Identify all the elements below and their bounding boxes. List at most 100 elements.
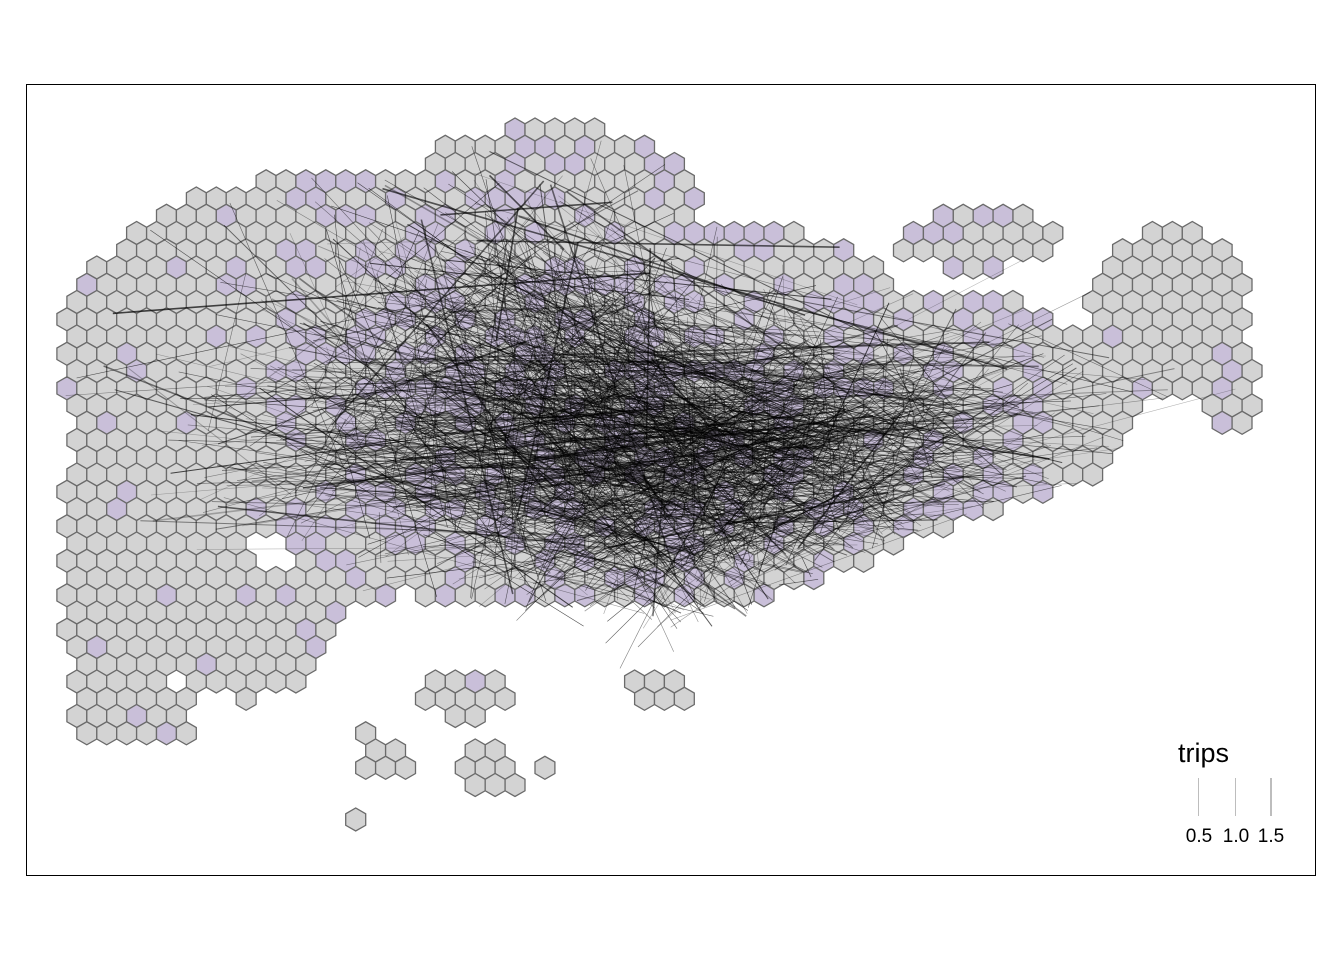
flow-line (748, 465, 798, 530)
flow-line (488, 174, 565, 251)
flow-line (344, 247, 361, 345)
flow-line (627, 519, 938, 525)
flow-line (600, 412, 869, 592)
flow-line (392, 407, 439, 497)
flow-line (448, 432, 552, 450)
hexagon-cell (345, 807, 367, 832)
flow-line (880, 412, 1055, 533)
flow-line (313, 277, 622, 342)
flow-line (320, 487, 437, 496)
flow-line (324, 401, 674, 465)
flow-line (666, 398, 866, 499)
flow-line (863, 371, 957, 399)
flow-line (491, 420, 753, 470)
flow-line (633, 471, 983, 563)
flow-line (485, 428, 715, 504)
flow-line (846, 461, 850, 467)
flow-line (251, 429, 720, 483)
flow-line (277, 367, 535, 456)
flow-line (471, 339, 781, 452)
flow-line (763, 288, 885, 546)
flow-line (515, 568, 714, 617)
flow-line (801, 556, 812, 578)
flow-line (623, 389, 788, 495)
flow-line (512, 303, 775, 500)
hexagon-cell (464, 703, 486, 729)
flow-line (371, 514, 566, 524)
flow-line (282, 361, 879, 499)
flow-line (207, 385, 702, 558)
flow-line (742, 436, 1104, 578)
flow-line (170, 413, 599, 474)
hexagon-cell (912, 238, 934, 263)
flow-line (331, 374, 681, 479)
hexagon-cell (494, 686, 516, 712)
flow-line (312, 388, 471, 411)
flow-line (606, 260, 616, 408)
flow-line (771, 468, 803, 492)
flow-line (785, 391, 794, 457)
flow-line (860, 448, 879, 496)
flow-line (415, 497, 860, 531)
flow-line (728, 296, 838, 526)
flow-line (325, 495, 566, 498)
hexagon-cell (394, 755, 417, 781)
flow-line (795, 402, 878, 409)
flow-line (663, 302, 902, 336)
flow-line (260, 299, 500, 510)
hexagon-cell (434, 583, 456, 608)
flow-line (266, 190, 639, 395)
flow-line (567, 367, 869, 380)
flow-line (642, 438, 765, 629)
flow-line (511, 334, 515, 581)
flow-line (710, 288, 771, 475)
hexagon-cell (414, 583, 437, 608)
flow-line (76, 287, 504, 379)
flow-line (900, 419, 958, 502)
flow-line (220, 282, 1111, 430)
flow-line (912, 397, 934, 451)
flow-line (533, 294, 608, 485)
hexagon-cell (265, 669, 287, 694)
flow-line (339, 260, 420, 443)
flow-line (419, 294, 485, 466)
flow-line (558, 195, 785, 370)
flow-line (506, 347, 673, 491)
flow-line (450, 311, 547, 602)
flow-line (259, 485, 642, 535)
flow-line (526, 280, 541, 369)
flow-line (245, 418, 909, 476)
flow-line (65, 343, 878, 396)
flow-line (445, 338, 801, 556)
flow-line (1008, 323, 1168, 398)
hexagon-cell (1032, 238, 1054, 263)
flow-line (906, 324, 1019, 465)
flow-line (503, 408, 944, 432)
flow-line (757, 321, 982, 496)
flow-line (734, 410, 847, 541)
flow-line (692, 406, 826, 566)
flow-line (598, 434, 1044, 520)
flow-line (851, 483, 896, 535)
flow-line (641, 472, 718, 603)
flow-line (390, 255, 784, 487)
flow-line (155, 353, 629, 469)
flow-line (730, 442, 961, 551)
flow-line (643, 279, 695, 340)
flow-line (529, 258, 680, 277)
flow-line (555, 470, 677, 569)
flow-line (540, 257, 636, 360)
flow-line (112, 272, 651, 315)
flow-line (715, 289, 1133, 393)
flow-line (544, 364, 686, 425)
flow-line (374, 414, 957, 497)
flow-line (224, 283, 391, 412)
flow-line (442, 438, 793, 445)
flow-line (416, 462, 685, 611)
flow-line (300, 356, 638, 524)
flow-line (536, 245, 1048, 447)
flow-line (583, 465, 950, 564)
hexagon-cell (1231, 410, 1253, 436)
flow-line (529, 309, 659, 472)
hexagon-cell (355, 583, 377, 608)
